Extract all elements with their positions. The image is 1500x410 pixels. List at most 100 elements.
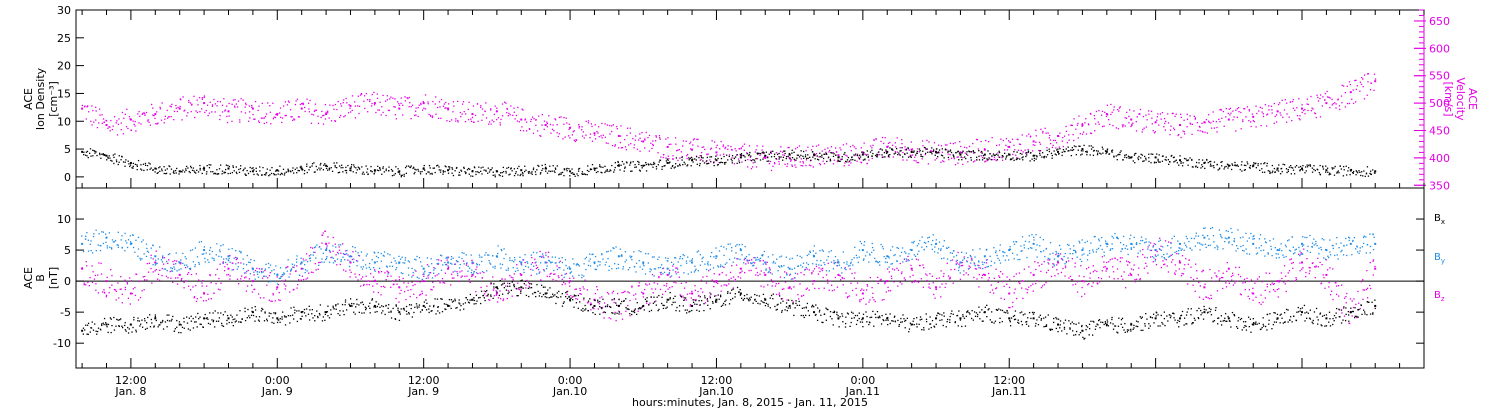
density-sample [319, 169, 321, 171]
bz-point [300, 267, 303, 270]
by-sample [252, 268, 254, 271]
density-sample [458, 174, 460, 176]
density-sample [844, 160, 847, 163]
density-sample [989, 153, 991, 155]
bz-sample [95, 283, 97, 285]
density-sample [303, 172, 306, 175]
bz-sample [219, 289, 221, 291]
density-sample [1012, 157, 1014, 159]
bz-sample [854, 272, 856, 274]
velocity-sample [1029, 135, 1032, 137]
velocity-sample [710, 147, 713, 149]
bz-sample [1032, 290, 1034, 292]
density-sample [853, 154, 855, 156]
velocity-sample [1282, 116, 1284, 119]
velocity-sample [750, 167, 753, 170]
velocity-sample [911, 154, 914, 156]
density-sample [292, 167, 294, 169]
velocity-sample [1038, 141, 1041, 144]
bz-sample [427, 275, 429, 277]
velocity-point [666, 145, 669, 148]
density-sample [700, 155, 702, 157]
bz-sample [603, 317, 605, 319]
velocity-sample [1258, 110, 1260, 112]
by-sample [178, 269, 180, 271]
density-sample [937, 156, 939, 158]
density-ytick-label: 5 [64, 143, 71, 156]
bz-sample [732, 287, 734, 289]
velocity-sample [1317, 100, 1320, 102]
bz-sample [1264, 297, 1266, 299]
density-sample [763, 152, 765, 154]
bz-sample [281, 275, 283, 278]
bz-sample [495, 290, 497, 292]
bz-sample [819, 270, 821, 273]
by-sample [499, 263, 501, 265]
by-sample [466, 262, 468, 264]
bz-sample [403, 290, 406, 293]
bz-sample [1278, 288, 1280, 290]
density-sample [927, 151, 929, 153]
velocity-sample [544, 124, 546, 126]
velocity-sample [614, 145, 616, 147]
velocity-sample [786, 163, 789, 165]
by-sample [486, 270, 488, 272]
density-sample [319, 164, 321, 166]
bz-sample [695, 298, 697, 301]
by-sample [114, 239, 117, 242]
by-point [471, 261, 474, 264]
density-sample [499, 174, 501, 177]
bz-sample [1181, 255, 1184, 257]
density-sample [624, 166, 626, 168]
velocity-sample [116, 120, 118, 122]
density-sample [576, 173, 578, 175]
bz-sample [91, 265, 93, 267]
density-sample [259, 166, 261, 168]
velocity-sample [430, 115, 432, 117]
bz-sample [412, 274, 414, 277]
density-sample [155, 168, 158, 170]
bz-sample [928, 286, 930, 288]
velocity-sample [916, 161, 918, 164]
bz-sample [959, 278, 962, 280]
density-ytick-label: 0 [64, 171, 71, 184]
bz-sample [1123, 271, 1125, 273]
bz-sample [499, 290, 501, 292]
density-sample [129, 164, 132, 166]
density-sample [1133, 154, 1136, 156]
velocity-sample [733, 163, 736, 165]
bz-point [764, 273, 767, 276]
bz-point [520, 273, 523, 276]
bz-sample [1272, 283, 1275, 286]
density-sample [843, 153, 845, 156]
density-point [203, 167, 206, 170]
velocity-sample [1261, 107, 1263, 109]
density-sample [552, 165, 554, 167]
density-sample [629, 162, 632, 164]
bz-sample [496, 301, 499, 303]
density-sample [1192, 166, 1194, 168]
bz-sample [740, 271, 742, 274]
bz-sample [662, 267, 664, 270]
velocity-sample [1146, 119, 1148, 121]
bz-sample [1174, 264, 1176, 266]
bz-sample [1332, 298, 1334, 301]
by-sample [369, 268, 372, 271]
density-sample [279, 165, 281, 167]
velocity-sample [944, 144, 947, 146]
by-sample [92, 235, 95, 238]
density-sample [510, 167, 513, 169]
density-sample [442, 173, 444, 175]
bz-sample [247, 269, 249, 272]
velocity-sample [775, 152, 778, 154]
bz-sample [475, 290, 477, 293]
velocity-sample [437, 117, 440, 119]
density-sample [920, 155, 922, 158]
bz-sample [1301, 268, 1303, 270]
velocity-sample [299, 103, 302, 106]
density-sample [196, 169, 198, 171]
density-sample [405, 165, 408, 167]
by-sample [141, 258, 143, 260]
density-sample [1331, 168, 1334, 170]
